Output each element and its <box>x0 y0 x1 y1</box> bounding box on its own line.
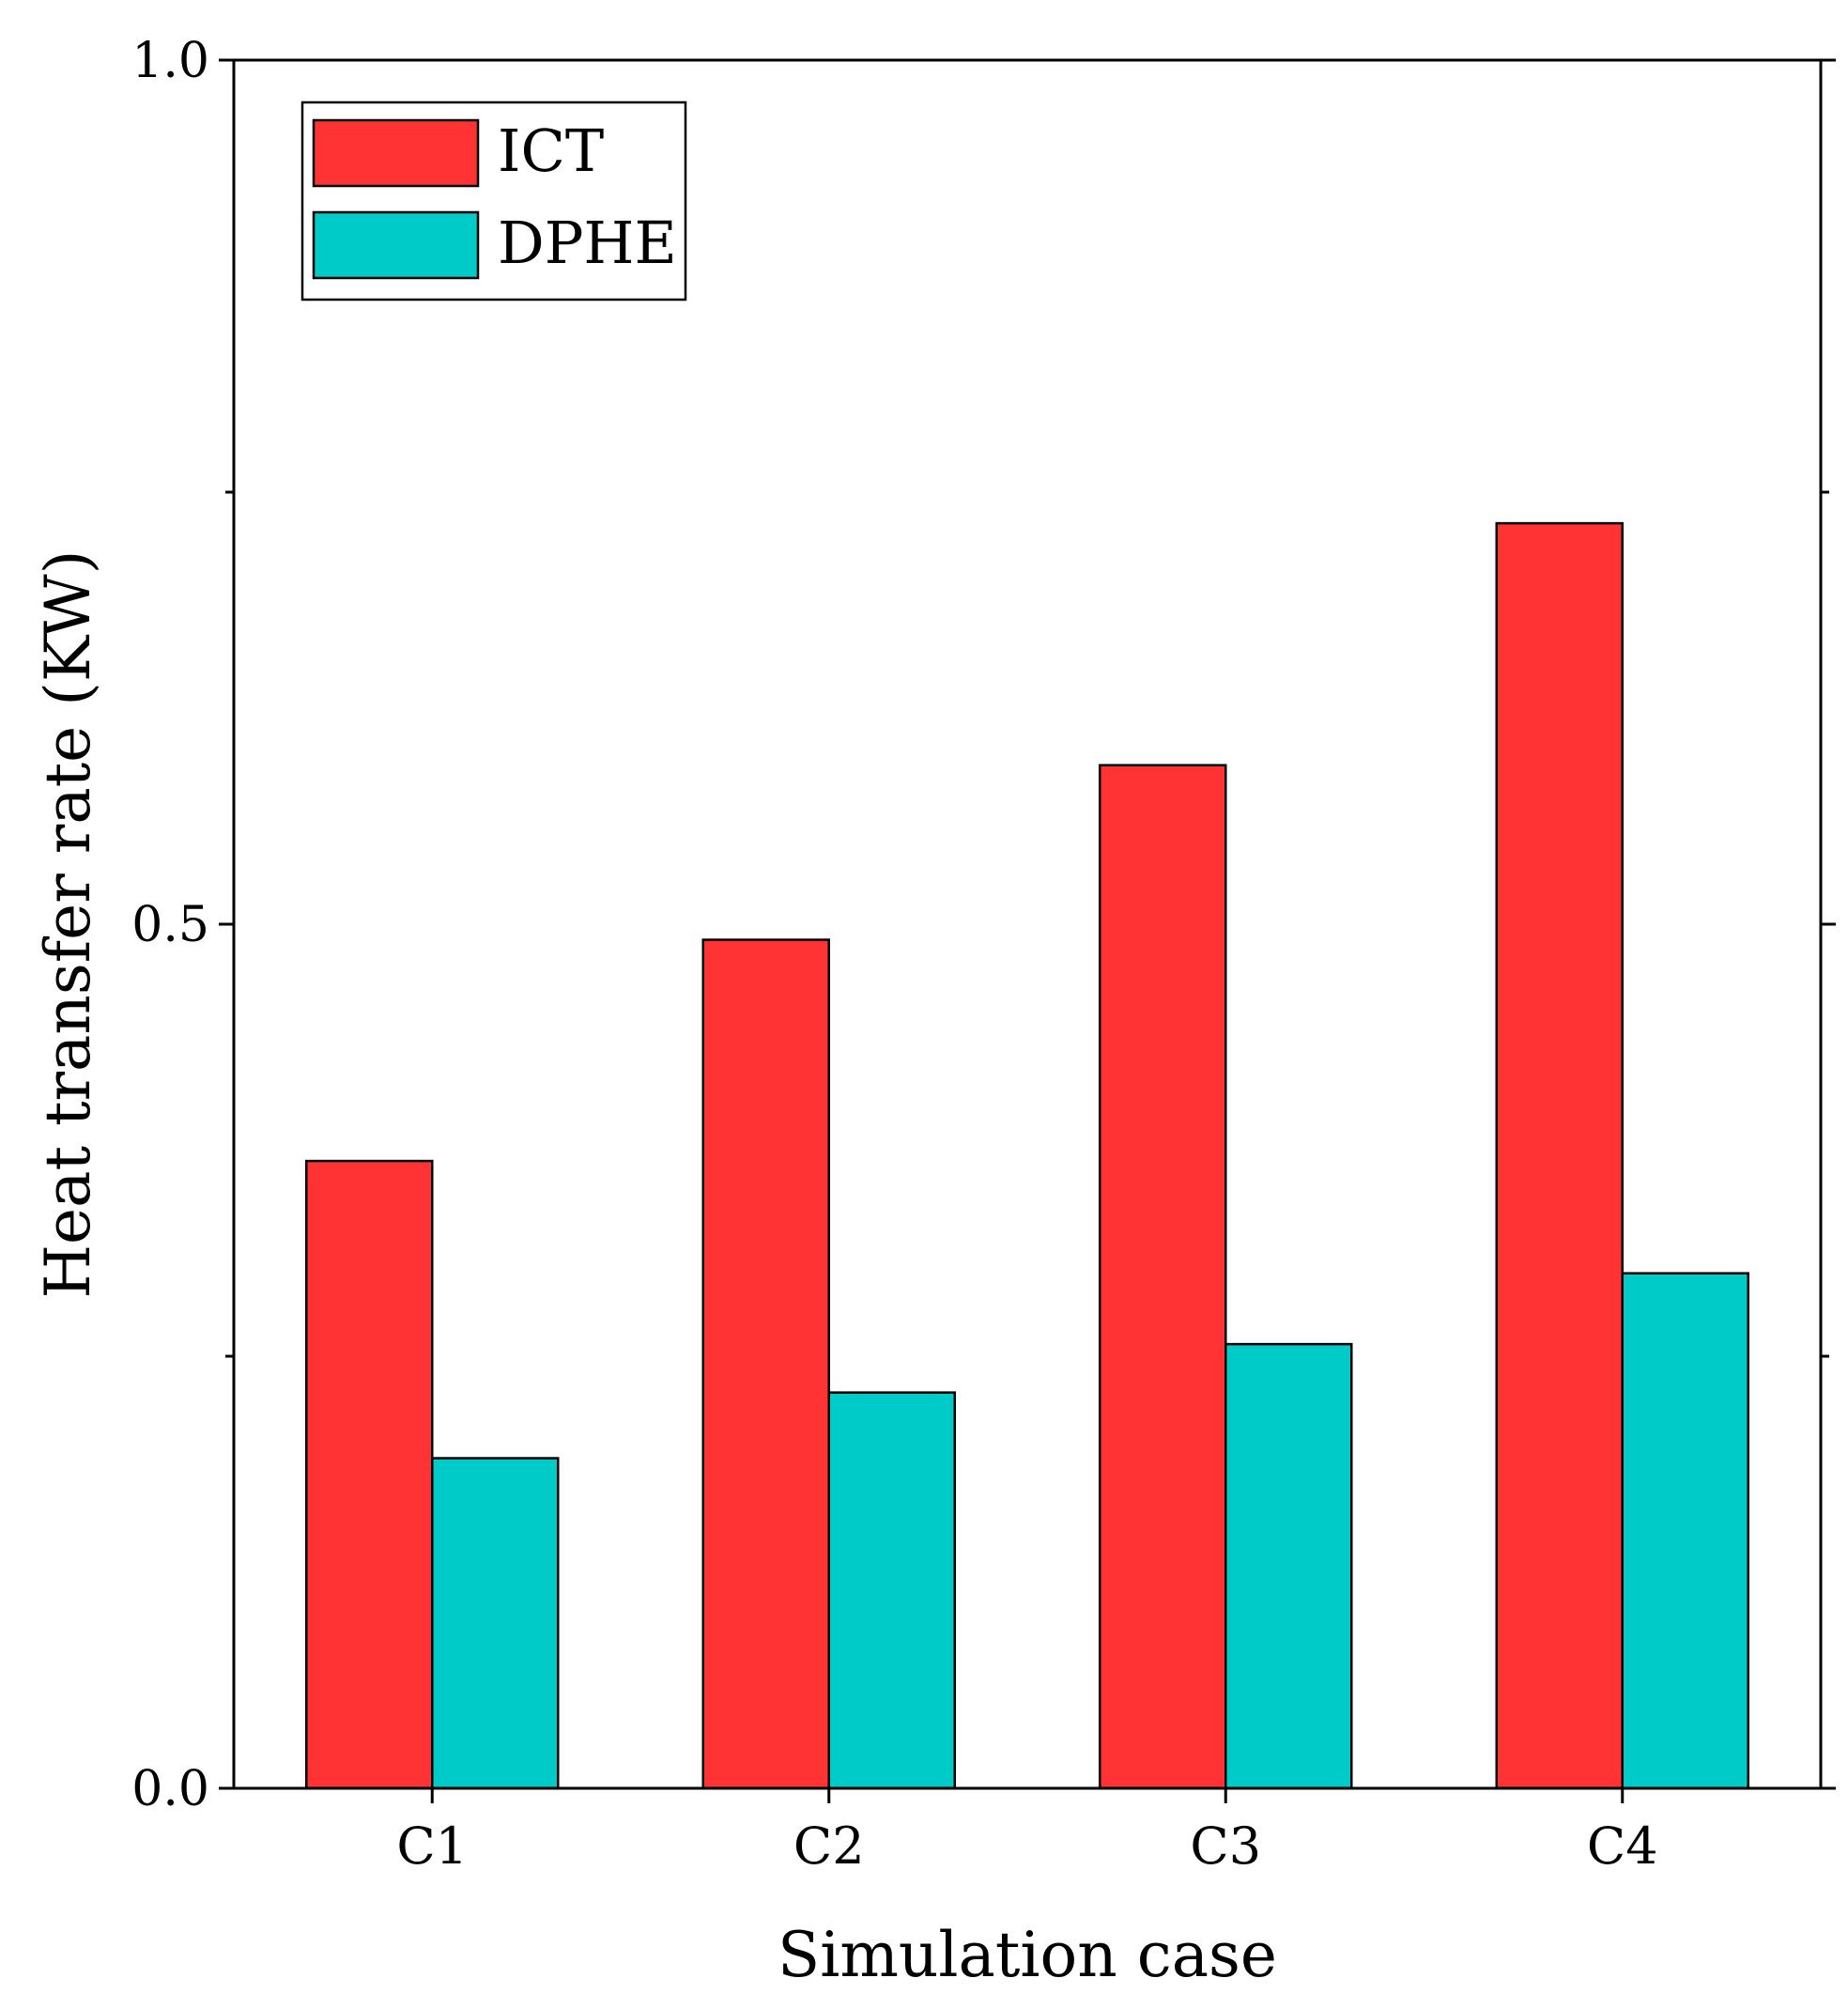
bar-dphe-c1 <box>431 1457 560 1790</box>
bar-dphe-c3 <box>1224 1342 1353 1790</box>
bar-ict-c1 <box>305 1159 434 1790</box>
bar-ict-c4 <box>1495 521 1624 1790</box>
bar-ict-c3 <box>1099 764 1227 1790</box>
bar-dphe-c2 <box>827 1391 956 1790</box>
x-tick-label-c1: C1 <box>396 1816 468 1876</box>
x-tick-label-c4: C4 <box>1587 1816 1658 1876</box>
y-tick-label: 0.0 <box>131 1761 209 1817</box>
legend-label-dphe: DPHE <box>498 209 677 277</box>
x-tick-label-c3: C3 <box>1190 1816 1261 1876</box>
legend-swatch-ict <box>312 118 480 188</box>
x-tick-label-c2: C2 <box>793 1816 865 1876</box>
legend-swatch-dphe <box>312 210 480 280</box>
axis-labels: 0.0 0.5 1.0 C1 C2 C3 C4 <box>131 33 1657 1876</box>
x-axis-title: Simulation case <box>778 1919 1277 1991</box>
axis-ticks <box>219 58 1836 1803</box>
bar-ict-c2 <box>701 938 830 1790</box>
legend-label-ict: ICT <box>498 116 604 185</box>
bars-layer <box>305 521 1749 1790</box>
y-axis-title: Heat transfer rate (KW) <box>32 549 104 1298</box>
y-tick-label: 1.0 <box>131 33 209 89</box>
legend: ICT DPHE <box>300 100 687 301</box>
y-tick-label: 0.5 <box>131 897 209 953</box>
bar-dphe-c4 <box>1621 1272 1749 1790</box>
